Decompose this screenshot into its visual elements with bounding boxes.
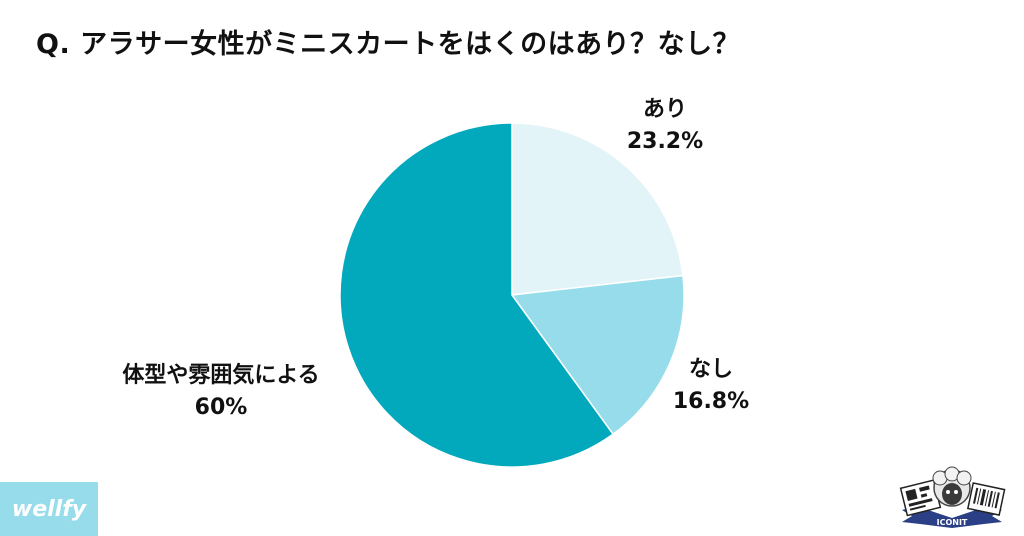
slice-label-nashi: なし 16.8%	[666, 354, 756, 418]
slice-label-ari: あり 23.2%	[620, 94, 710, 158]
slice-label-depends-value: 60%	[194, 395, 248, 420]
slice-label-depends: 体型や雰囲気による 60%	[96, 360, 346, 424]
brand-logo-text: wellfy	[11, 496, 87, 522]
slice-label-depends-name: 体型や雰囲気による	[122, 363, 320, 388]
slice-label-ari-name: あり	[642, 97, 687, 122]
slice-label-nashi-value: 16.8%	[672, 389, 750, 414]
pie-slice-ari	[511, 122, 684, 296]
chart-title: Q. アラサー女性がミニスカートをはくのはあり？なし？	[36, 29, 741, 60]
iconit-stamp-logo: ICONIT	[899, 466, 1006, 528]
pie-slice-nashi	[510, 274, 685, 436]
brand-logo: wellfy	[0, 482, 98, 536]
slice-label-nashi-name: なし	[688, 357, 733, 382]
pie-slice-depends	[339, 122, 615, 468]
slice-label-ari-value: 23.2%	[626, 129, 704, 154]
stamp-text: ICONIT	[937, 518, 968, 527]
